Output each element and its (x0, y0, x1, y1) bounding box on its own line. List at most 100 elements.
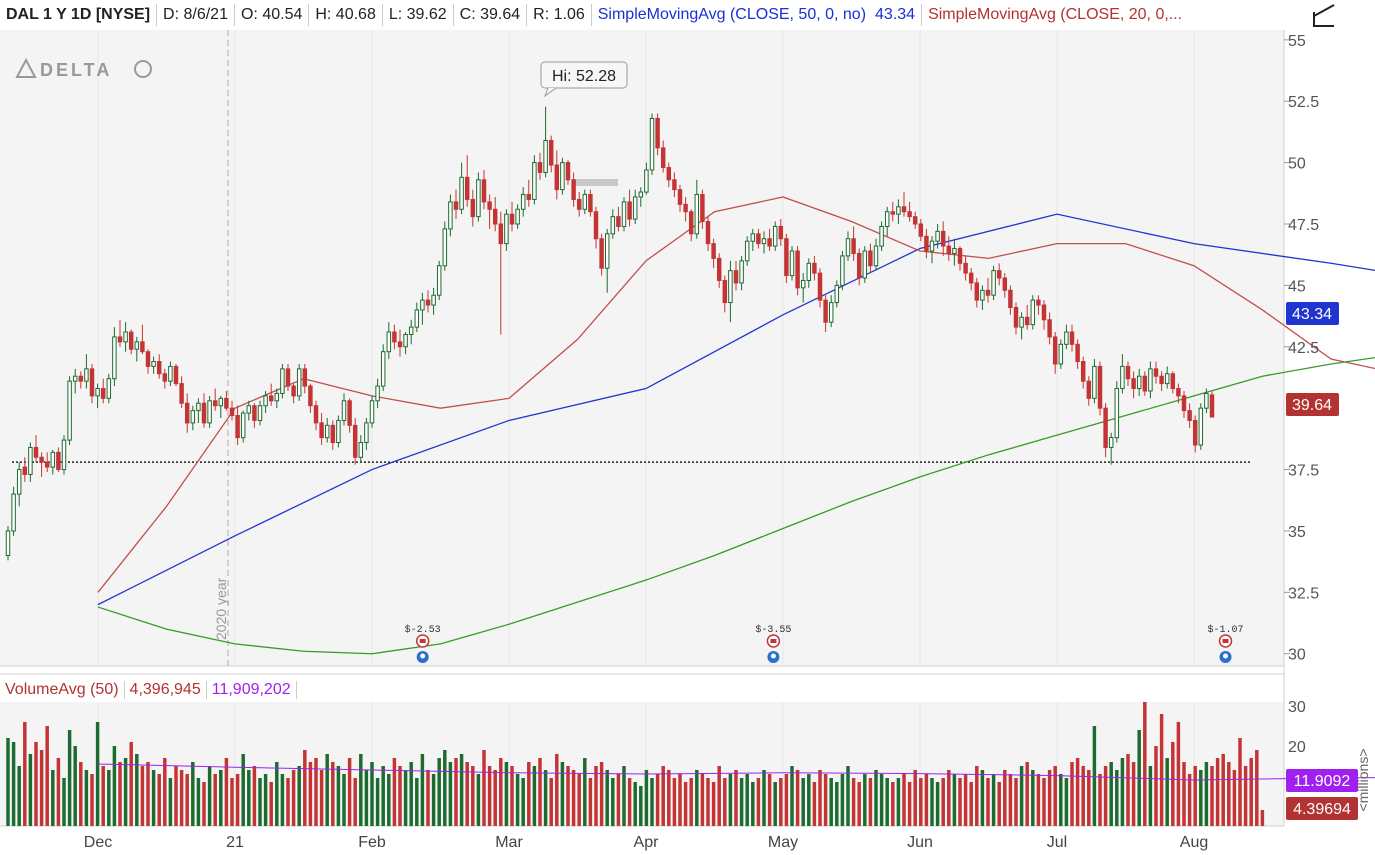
candle-body (1170, 373, 1176, 390)
volume-bar (566, 766, 570, 826)
candle-body (924, 235, 929, 252)
candle-body (1204, 392, 1209, 409)
candlestick (39, 452, 44, 477)
candle-body (644, 169, 649, 193)
candle-body (632, 196, 638, 220)
candle-body (285, 368, 291, 387)
volume-bar (633, 782, 637, 826)
volume-bar (196, 778, 201, 826)
volume-bar (1109, 762, 1113, 826)
volume-bar (1070, 762, 1074, 826)
candlesticks (5, 106, 1215, 561)
volume-bars (6, 702, 1265, 826)
candlestick (957, 246, 963, 271)
candle-body (78, 375, 84, 382)
candlestick (901, 192, 907, 217)
price-tick-label: 32.5 (1288, 585, 1319, 602)
price-tick-label: 45 (1288, 278, 1306, 295)
candle-body (593, 211, 599, 240)
candlestick (750, 228, 756, 252)
candle-body (705, 221, 711, 245)
volume-bar (79, 762, 83, 826)
sma50-study-label[interactable]: SimpleMovingAvg (CLOSE, 50, 0, no) (597, 6, 867, 23)
volume-study-label[interactable]: VolumeAvg (50) (0, 681, 125, 699)
candlestick (834, 280, 840, 308)
candlestick (828, 295, 834, 328)
candle-body (935, 230, 940, 242)
candlestick (319, 413, 324, 445)
volume-bar (1221, 754, 1225, 826)
volume-bar (62, 778, 66, 826)
volume-bar (258, 778, 262, 826)
candle-body (358, 442, 364, 458)
candlestick (128, 329, 134, 355)
candle-body (1019, 316, 1024, 328)
candlestick (974, 278, 980, 308)
volume-bar (1025, 762, 1029, 826)
volume-bar (611, 778, 615, 826)
candle-body (912, 216, 918, 225)
volume-bar (230, 778, 234, 826)
candle-body (1047, 319, 1052, 338)
candlestick (677, 184, 683, 212)
candle-body (991, 270, 996, 296)
candlestick (716, 253, 722, 288)
candle-body (868, 250, 873, 267)
close-badge-text: 39.64 (1292, 397, 1332, 414)
volume-bar (667, 770, 671, 826)
candlestick (123, 322, 128, 352)
candle-body (929, 240, 935, 252)
candle-body (61, 439, 67, 471)
candlestick (884, 206, 890, 237)
candle-body (649, 117, 655, 171)
volume-bar (857, 782, 861, 826)
volume-bar (695, 770, 699, 826)
volume-bar (275, 762, 279, 826)
candlestick (140, 324, 145, 355)
candle-body (1086, 380, 1092, 399)
ticker-label[interactable]: DAL 1 Y 1D [NYSE] (0, 4, 158, 26)
candle-body (1013, 306, 1019, 328)
candlestick (722, 275, 728, 313)
volume-bar (549, 778, 553, 826)
earnings-bulb-glyph (1223, 653, 1229, 659)
candlestick (694, 179, 700, 239)
candlestick (207, 395, 212, 428)
candle-body (431, 294, 436, 306)
candlestick (907, 201, 912, 222)
candlestick (554, 150, 560, 200)
volume-bar (829, 778, 833, 826)
candlestick (190, 405, 196, 431)
candlestick (565, 160, 571, 185)
candle-body (946, 245, 952, 254)
candle-body (599, 238, 604, 269)
candlestick (67, 376, 72, 445)
candlestick (470, 189, 476, 227)
candle-body (896, 206, 901, 215)
candlestick (184, 393, 190, 433)
candlestick (72, 368, 78, 394)
candlestick (744, 236, 750, 266)
volume-bar (179, 770, 184, 826)
candle-body (1131, 378, 1136, 390)
sma20-study-label[interactable]: SimpleMovingAvg (CLOSE, 20, 0,... (928, 6, 1183, 23)
candlestick (795, 246, 800, 296)
volume-bar (622, 766, 626, 826)
volume-bar (465, 762, 469, 826)
volume-bar (1165, 758, 1169, 826)
candlestick (733, 260, 739, 291)
drawing-tool-icon[interactable] (1311, 2, 1337, 28)
volume-bar (745, 774, 749, 826)
candle-body (319, 422, 324, 439)
candle-body (554, 164, 560, 191)
volume-bar (678, 774, 682, 826)
volume-bar (263, 774, 268, 826)
volume-bar (762, 770, 766, 826)
candle-body (879, 225, 884, 247)
volume-bar (527, 762, 531, 826)
volume-bar (975, 766, 979, 826)
price-tick-label: 52.5 (1288, 94, 1319, 111)
candlestick (280, 363, 285, 399)
candle-body (996, 270, 1002, 279)
